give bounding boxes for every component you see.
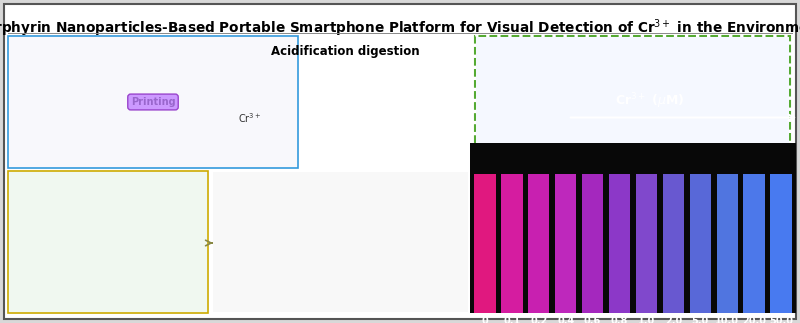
Bar — [501, 174, 522, 313]
Bar — [555, 174, 577, 313]
Text: Cr$^{3+}$ ($\mu$M): Cr$^{3+}$ ($\mu$M) — [614, 91, 684, 111]
Bar — [582, 174, 603, 313]
Bar — [9, 172, 207, 312]
Bar — [9, 37, 297, 167]
Text: Printing: Printing — [130, 97, 175, 107]
Bar — [8, 36, 298, 168]
Bar — [690, 174, 711, 313]
Bar — [743, 174, 765, 313]
Bar — [662, 174, 684, 313]
Text: Acidification digestion: Acidification digestion — [270, 45, 419, 58]
Bar — [609, 174, 630, 313]
Text: Cr$^{3+}$: Cr$^{3+}$ — [238, 111, 262, 125]
Bar — [636, 174, 658, 313]
Bar — [474, 174, 495, 313]
Bar — [8, 171, 208, 313]
Text: Porphyrin Nanoparticles-Based Portable Smartphone Platform for Visual Detection : Porphyrin Nanoparticles-Based Portable S… — [0, 17, 800, 39]
Bar — [476, 37, 789, 167]
Bar — [717, 174, 738, 313]
Bar — [213, 172, 468, 312]
Bar — [475, 36, 790, 168]
Bar — [770, 174, 792, 313]
Bar — [528, 174, 550, 313]
